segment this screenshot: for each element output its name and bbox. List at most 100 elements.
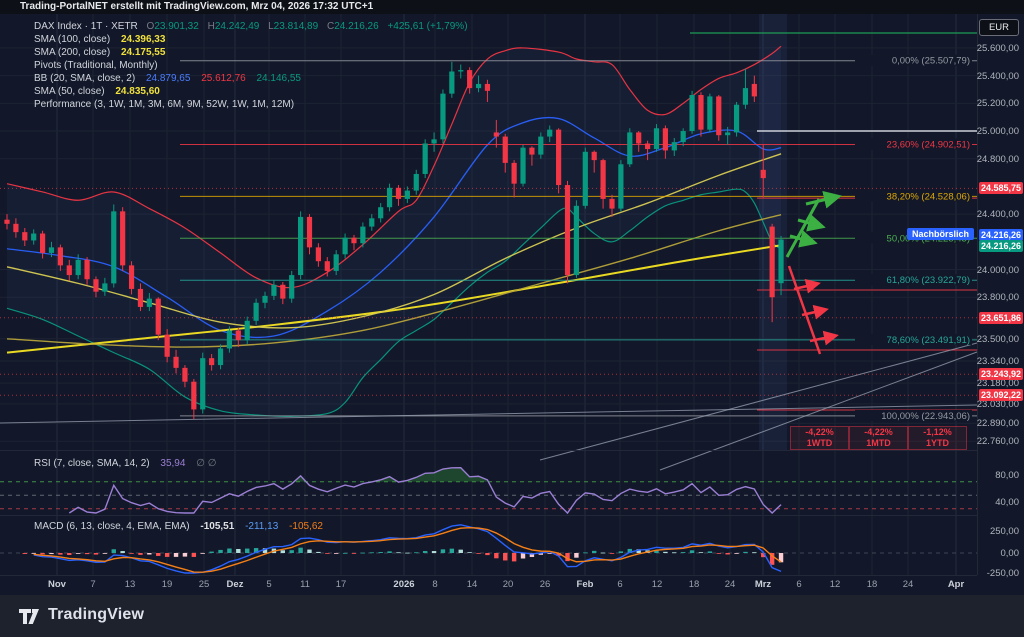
macd-signal-value: -105,62	[289, 521, 323, 532]
time-axis-label: 12	[651, 579, 663, 590]
legend-row-performance[interactable]: Performance (3, 1W, 1M, 3M, 6M, 9M, 52W,…	[34, 98, 468, 111]
time-axis-label: Apr	[947, 579, 965, 590]
indicator-legend: DAX Index · 1T · XETR O23.901,32 H24.242…	[34, 20, 468, 111]
performance-name: Performance (3, 1W, 1M, 3M, 6M, 9M, 52W,…	[34, 99, 295, 110]
price-level-badge: 24.585,75	[979, 182, 1023, 195]
sma200-name: SMA (200, close)	[34, 47, 111, 58]
time-axis-label: Mrz	[754, 579, 772, 590]
price-axis-label: 22.760,00	[976, 436, 1019, 448]
time-axis-label: Feb	[576, 579, 594, 590]
time-axis[interactable]: Nov 7 13 19 25 Dez 5 11 17 2026 8 14 20 26 Feb 6 12 18 24 M…	[0, 575, 977, 596]
low-value: 23.814,89	[273, 21, 319, 32]
bb-upper-value: 25.612,76	[201, 73, 246, 84]
price-axis-label: 23.800,00	[976, 292, 1019, 304]
price-axis-label: 23.180,00	[976, 378, 1019, 390]
time-axis-label: 8	[432, 579, 438, 590]
time-axis-label: 17	[335, 579, 347, 590]
scenario-arrows-drawing[interactable]	[785, 190, 842, 355]
price-axis[interactable]: 25.600,00 25.400,00 25.200,00 25.000,00 24.8…	[976, 14, 1024, 579]
change-value: +425,61 (+1,79%)	[387, 21, 468, 32]
open-value: 23.901,32	[154, 21, 199, 32]
legend-row-bb[interactable]: BB (20, SMA, close, 2) 24.879,65 25.612,…	[34, 72, 468, 85]
time-axis-label: Dez	[226, 579, 244, 590]
time-axis-label: 6	[617, 579, 623, 590]
legend-row-macd[interactable]: MACD (6, 13, close, 4, EMA, EMA) -105,51…	[34, 521, 323, 532]
sma200-value: 24.175,55	[120, 47, 166, 58]
macd-name: MACD (6, 13, close, 4, EMA, EMA)	[34, 521, 190, 532]
price-axis-label: 23.030,00	[976, 398, 1019, 410]
time-axis-label: 2026	[393, 579, 415, 590]
legend-row-pivots[interactable]: Pivots (Traditional, Monthly)	[34, 59, 468, 72]
footer-bar: TradingView	[0, 595, 1024, 637]
currency-button[interactable]: EUR	[979, 19, 1019, 36]
price-axis-label: 23.340,00	[976, 355, 1019, 367]
bb-name: BB (20, SMA, close, 2)	[34, 73, 136, 84]
macd-line-value: -211,13	[245, 521, 279, 532]
rsi-hidden-values: ∅ ∅	[196, 458, 217, 469]
close-value: 24.216,26	[334, 21, 379, 32]
svg-text:38,20% (24.528,06): 38,20% (24.528,06)	[887, 191, 970, 202]
sma100-value: 24.396,33	[120, 34, 166, 45]
performance-box-1wtd: -4,22% 1WTD	[790, 426, 849, 450]
sma100-name: SMA (100, close)	[34, 34, 111, 45]
time-axis-label: 18	[866, 579, 878, 590]
svg-text:0,00% (25.507,79): 0,00% (25.507,79)	[892, 56, 970, 67]
tradingview-logo-icon[interactable]	[18, 605, 40, 625]
svg-text:100,00% (22.943,06): 100,00% (22.943,06)	[881, 411, 970, 422]
legend-row-rsi[interactable]: RSI (7, close, SMA, 14, 2) 35,94 ∅ ∅	[34, 458, 216, 469]
macd-axis-label: 250,00	[989, 526, 1019, 537]
time-axis-label: Nov	[48, 579, 66, 590]
legend-row-symbol[interactable]: DAX Index · 1T · XETR O23.901,32 H24.242…	[34, 20, 468, 33]
afterhours-badge: Nachbörslich	[906, 228, 974, 240]
performance-box-1mtd: -4,22% 1MTD	[849, 426, 908, 450]
candlestick-series	[4, 61, 784, 420]
price-axis-label: 25.200,00	[976, 98, 1019, 110]
close-label: C	[326, 21, 335, 32]
price-level-badge: 23.243,92	[979, 368, 1023, 381]
time-axis-label: 5	[266, 579, 272, 590]
svg-text:78,60% (23.491,91): 78,60% (23.491,91)	[887, 335, 970, 346]
legend-row-sma50[interactable]: SMA (50, close) 24.835,60	[34, 85, 468, 98]
last-price-badge: 24.216,26	[979, 239, 1023, 252]
low-label: L	[268, 21, 274, 32]
header-title: Trading-PortalNET erstellt mit TradingVi…	[20, 1, 374, 12]
price-axis-label: 24.800,00	[976, 153, 1019, 165]
high-label: H	[207, 21, 215, 32]
time-axis-label: 14	[466, 579, 478, 590]
price-axis-label: 24.400,00	[976, 209, 1019, 221]
time-axis-label: 24	[724, 579, 736, 590]
legend-row-sma100[interactable]: SMA (100, close) 24.396,33	[34, 33, 468, 46]
rsi-axis-label: 40,00	[995, 497, 1019, 508]
time-axis-label: 18	[688, 579, 700, 590]
footer-brand-text[interactable]: TradingView	[48, 606, 145, 623]
performance-box-1ytd: -1,12% 1YTD	[908, 426, 967, 450]
rsi-line	[68, 467, 782, 515]
price-axis-label: 25.400,00	[976, 70, 1019, 82]
sma50-value: 24.835,60	[115, 86, 160, 97]
macd-hist-value: -105,51	[200, 521, 235, 532]
time-axis-label: 25	[198, 579, 210, 590]
time-axis-label: 24	[902, 579, 914, 590]
time-axis-label: 19	[161, 579, 173, 590]
time-axis-label: 12	[829, 579, 841, 590]
rsi-axis-label: 80,00	[995, 470, 1019, 481]
afterhours-price-badge: 24.216,26	[979, 228, 1023, 241]
pivots-name: Pivots (Traditional, Monthly)	[34, 60, 158, 71]
time-axis-label: 11	[300, 579, 310, 590]
rsi-value: 35,94	[160, 458, 186, 469]
legend-row-sma200[interactable]: SMA (200, close) 24.175,55	[34, 46, 468, 59]
bb-basis-value: 24.879,65	[145, 73, 191, 84]
time-axis-label: 13	[124, 579, 136, 590]
time-axis-label: 6	[796, 579, 802, 590]
high-value: 24.242,49	[214, 21, 260, 32]
sma50-name: SMA (50, close)	[34, 86, 105, 97]
svg-text:23,60% (24.902,51): 23,60% (24.902,51)	[887, 140, 970, 151]
header-bar: Trading-PortalNET erstellt mit TradingVi…	[0, 0, 1024, 14]
price-axis-label: 22.890,00	[976, 418, 1019, 430]
svg-text:61,80% (23.922,79): 61,80% (23.922,79)	[887, 275, 970, 286]
price-axis-label: 23.500,00	[976, 333, 1019, 345]
time-axis-label: 26	[539, 579, 551, 590]
price-axis-label: 24.000,00	[976, 264, 1019, 276]
